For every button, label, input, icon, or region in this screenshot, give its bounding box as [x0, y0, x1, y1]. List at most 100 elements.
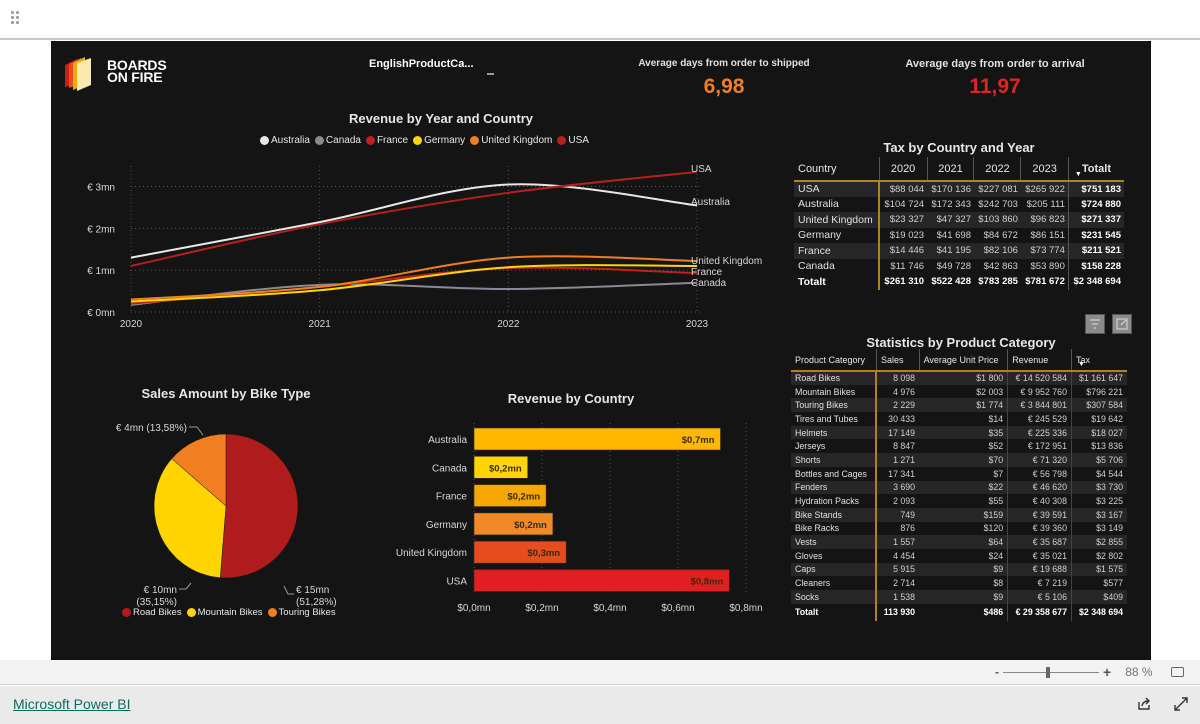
tax-header-country[interactable]: Country: [794, 157, 879, 181]
legend-item-canada[interactable]: Canada: [314, 135, 361, 146]
table-row[interactable]: France $14 446 $41 195 $82 106 $73 774 $211 5…: [794, 243, 1124, 259]
data-label-united-kingdom: $0,3mn: [527, 548, 560, 559]
legend-item-touring-bikes[interactable]: Touring Bikes: [267, 607, 336, 618]
zoom-bar: - + 88 %: [0, 660, 1200, 685]
power-bi-link[interactable]: Microsoft Power BI: [13, 696, 131, 712]
pie-slice-mountain-bikes[interactable]: [153, 458, 227, 579]
pie-label-road-bikes-value: € 15mn: [296, 585, 329, 596]
table-row[interactable]: Fenders 3 690 $22 € 46 620 $3 730: [791, 480, 1127, 495]
table-row[interactable]: United Kingdom $23 327 $47 327 $103 860 $96 …: [794, 212, 1124, 228]
table-row[interactable]: Bike Racks 876 $120 € 39 360 $3 149: [791, 521, 1127, 536]
pie-slice-touring-bikes[interactable]: [171, 433, 227, 507]
share-icon[interactable]: [1136, 696, 1152, 712]
line-series-usa[interactable]: [130, 170, 698, 267]
table-row[interactable]: Road Bikes 8 098 $1 800 € 14 520 584 $1 161 …: [791, 371, 1127, 385]
drag-handle-icon[interactable]: [11, 11, 21, 25]
table-row[interactable]: Vests 1 557 $64 € 35 687 $2 855: [791, 535, 1127, 549]
cell-revenue: € 245 529: [1007, 412, 1072, 426]
tax-header-2022[interactable]: 2022: [973, 157, 1021, 181]
cell-revenue: € 9 952 760: [1007, 384, 1072, 399]
cell-average-unit-price: $64: [919, 535, 1008, 549]
cell-2020: $104 724: [884, 198, 925, 210]
bar-united-kingdom[interactable]: [473, 540, 567, 564]
stat-header-tax[interactable]: Tax ▼: [1070, 349, 1127, 371]
table-row[interactable]: Caps 5 915 $9 € 19 688 $1 575: [791, 562, 1127, 577]
table-row[interactable]: Cleaners 2 714 $8 € 7 219 $577: [791, 576, 1127, 590]
tax-header-2021[interactable]: 2021: [926, 157, 974, 181]
report-canvas: BOARDS ON FIRE EnglishProductCa... Avera…: [51, 41, 1151, 660]
cell-average-unit-price: $52: [988, 441, 1004, 452]
slicer-dropdown-handle[interactable]: [487, 73, 494, 75]
fullscreen-icon[interactable]: [1173, 696, 1189, 712]
line-series-united-kingdom[interactable]: [130, 255, 698, 301]
stat-header-product-category[interactable]: Product Category: [791, 349, 876, 371]
cell-sales: 8 847: [893, 441, 916, 452]
legend-item-mountain-bikes[interactable]: Mountain Bikes: [186, 607, 263, 618]
cell-average-unit-price: $8: [993, 578, 1004, 589]
zoom-slider-thumb[interactable]: [1046, 667, 1050, 678]
bar-germany[interactable]: [473, 512, 554, 536]
table-row[interactable]: Hydration Packs 2 093 $55 € 40 308 $3 225: [791, 494, 1127, 508]
line-series-australia[interactable]: [130, 183, 698, 259]
table-row[interactable]: Shorts 1 271 $70 € 71 320 $5 706: [791, 453, 1127, 467]
bar-australia[interactable]: [473, 427, 721, 451]
end-label-usa: USA: [691, 164, 712, 175]
table-row[interactable]: Tires and Tubes 30 433 $14 € 245 529 $19 642: [791, 412, 1127, 426]
fit-to-page-icon[interactable]: [1170, 667, 1184, 677]
table-row[interactable]: Bottles and Cages 17 341 $7 € 56 798 $4 544: [791, 466, 1127, 481]
filter-button[interactable]: [1085, 314, 1105, 334]
bar-usa[interactable]: [473, 569, 730, 592]
product-category-slicer-title[interactable]: EnglishProductCa...: [369, 58, 474, 70]
table-row[interactable]: Gloves 4 454 $24 € 35 021 $2 802: [791, 548, 1127, 563]
cell-product-category: Fenders: [791, 480, 878, 495]
stat-header-revenue[interactable]: Revenue: [1007, 349, 1072, 371]
table-row[interactable]: Jerseys 8 847 $52 € 172 951 $13 836: [791, 439, 1127, 454]
stat-header-average-unit-price[interactable]: Average Unit Price: [918, 349, 1008, 371]
legend-item-road-bikes[interactable]: Road Bikes: [122, 607, 182, 618]
table-row[interactable]: Socks 1 538 $9 € 5 106 $409: [791, 590, 1127, 604]
table-row[interactable]: Canada $11 746 $49 728 $42 863 $53 890 $158 2…: [794, 258, 1124, 274]
bar-canada[interactable]: [473, 455, 529, 479]
tax-header-totalt[interactable]: Totalt ▼: [1067, 157, 1124, 181]
legend-item-france[interactable]: France: [365, 135, 408, 146]
cell-average-unit-price: $24: [988, 550, 1004, 561]
table-total-row[interactable]: Totalt $261 310 $522 428 $783 285 $781 672 $2…: [794, 274, 1124, 290]
table-row[interactable]: Mountain Bikes 4 976 $2 003 € 9 952 760 $796…: [791, 384, 1127, 399]
table-row[interactable]: Australia $104 724 $172 343 $242 703 $205 11…: [794, 196, 1124, 212]
tax-header-2020[interactable]: 2020: [878, 157, 928, 181]
cell-product-category: Bottles and Cages: [791, 466, 878, 481]
zoom-in-button[interactable]: +: [1103, 664, 1112, 680]
column-label: 2023: [1032, 162, 1057, 175]
legend-item-united-kingdom[interactable]: United Kingdom: [470, 135, 552, 146]
statistics-by-category-table: Product Category Sales Average Unit Price R…: [791, 349, 1127, 621]
cell-revenue: € 19 688: [1007, 562, 1072, 577]
legend-item-usa[interactable]: USA: [557, 135, 589, 146]
pie-slice-road-bikes[interactable]: [219, 433, 299, 579]
zoom-out-button[interactable]: -: [995, 665, 999, 679]
line-series-canada[interactable]: [130, 281, 698, 306]
table-row[interactable]: Helmets 17 149 $35 € 225 336 $18 027: [791, 425, 1127, 440]
cell-average-unit-price: $7: [993, 468, 1004, 479]
focus-mode-button[interactable]: [1112, 314, 1132, 334]
legend-item-germany[interactable]: Germany: [413, 135, 465, 146]
cell-2020: $261 310: [884, 276, 925, 288]
cell-sales: 30 433: [888, 413, 916, 424]
cell-sales: 3 690: [876, 480, 920, 495]
table-row[interactable]: Germany $19 023 $41 698 $84 672 $86 151 $231 …: [794, 227, 1124, 243]
table-row[interactable]: Bike Stands 749 $159 € 39 591 $3 167: [791, 507, 1127, 522]
cell-sales: 1 271: [876, 453, 920, 467]
sort-descending-icon[interactable]: ▼: [1074, 171, 1082, 178]
table-row[interactable]: Touring Bikes 2 229 $1 774 € 3 844 801 $307 …: [791, 398, 1127, 413]
cell-2021: $172 343: [931, 198, 971, 210]
sort-descending-icon[interactable]: ▼: [1077, 361, 1085, 368]
tax-header-2023[interactable]: 2023: [1020, 157, 1069, 181]
stat-header-sales[interactable]: Sales: [875, 349, 920, 371]
zoom-slider[interactable]: [1003, 666, 1099, 678]
line-series-germany[interactable]: [130, 264, 698, 303]
logo-line-1: BOARDS: [107, 57, 167, 73]
bar-france[interactable]: [473, 484, 547, 507]
legend-label: Mountain Bikes: [197, 607, 263, 618]
table-row[interactable]: USA $88 044 $170 136 $227 081 $265 922 $751 1…: [794, 181, 1124, 197]
table-total-row[interactable]: Totalt 113 930 $486 € 29 358 677 $2 348 694: [791, 603, 1127, 621]
legend-item-australia[interactable]: Australia: [260, 135, 310, 146]
